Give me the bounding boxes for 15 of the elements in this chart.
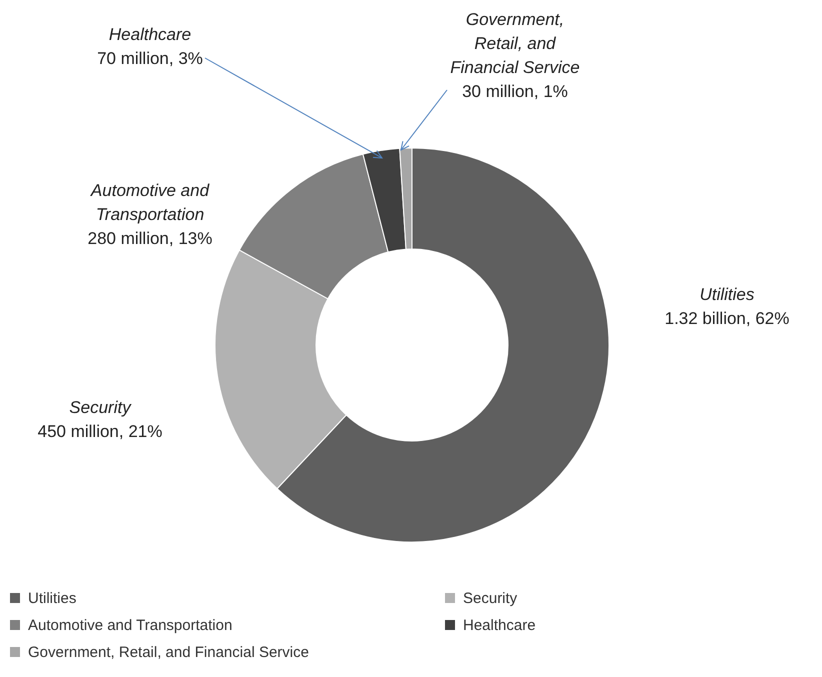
data-label: 70 million, 3% xyxy=(97,49,203,68)
slice-label: Security xyxy=(69,398,132,417)
data-label: 30 million, 1% xyxy=(462,82,568,101)
legend-label: Utilities xyxy=(28,590,76,607)
slice-label: Automotive and Transportation xyxy=(90,181,210,224)
data-label: 1.32 billion, 62% xyxy=(664,309,790,328)
legend-label: Government, Retail, and Financial Service xyxy=(28,644,309,661)
slice-label: Healthcare xyxy=(108,25,192,44)
data-label: 280 million, 13% xyxy=(88,229,212,248)
slice-label: Utilities xyxy=(700,285,755,304)
data-label: 450 million, 21% xyxy=(38,422,162,441)
legend-label: Healthcare xyxy=(463,617,536,634)
slice-label: Government, Retail, and Financial Service xyxy=(450,10,580,77)
legend-label: Automotive and Transportation xyxy=(28,617,232,634)
legend-label: Security xyxy=(463,590,518,607)
